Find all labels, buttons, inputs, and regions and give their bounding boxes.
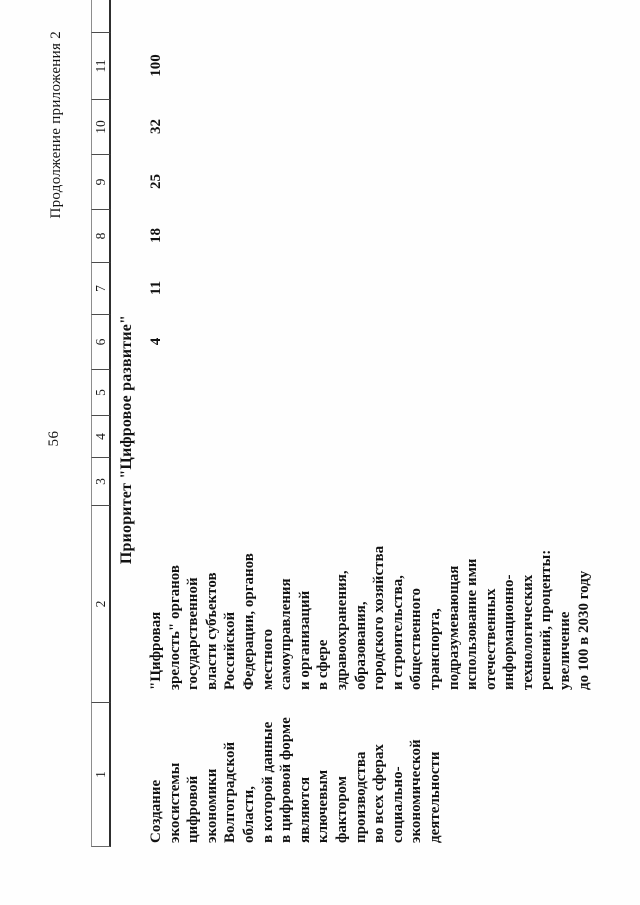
text-line: информационно-	[501, 574, 518, 690]
text-line: области,	[240, 786, 257, 843]
table-body-row: Создание экосистемы цифровой экономики Волго…	[147, 32, 593, 847]
section-title: Приоритет "Цифровое развитие"	[118, 314, 135, 565]
text-line: производства	[352, 751, 369, 843]
text-line: деятельности	[426, 751, 443, 843]
text-line: государственной	[185, 577, 202, 690]
text-line: цифровой	[185, 775, 202, 843]
text-line: до 100 в 2030 году	[575, 570, 592, 690]
cell-value-col-8: 18	[148, 228, 164, 243]
appendix-continuation-header: Продолжение приложения 2	[48, 31, 64, 219]
text-line: Создание	[148, 779, 164, 843]
column-header-cell-5: 5	[91, 369, 111, 415]
text-line: экономики	[203, 768, 220, 843]
text-line: технологических	[519, 574, 536, 690]
column-header-cell-9: 9	[91, 154, 111, 209]
column-header-cell-3: 3	[91, 457, 111, 505]
text-line: использование ими	[464, 558, 481, 690]
header-rule-extension-bottom	[109, 0, 111, 32]
text-line: самоуправления	[278, 578, 295, 690]
header-rule-extension-top	[91, 0, 92, 32]
text-line: городского хозяйства	[371, 545, 388, 690]
text-line: Волгоградской	[222, 741, 239, 843]
text-line: "Цифровая	[148, 611, 164, 690]
text-line: здравоохранения,	[333, 570, 350, 690]
text-line: Федерации, органов	[240, 553, 257, 690]
text-line: Российской	[222, 611, 239, 690]
text-line: экосистемы	[166, 762, 183, 843]
cell-indicator-text: "Цифровая зрелость" органов государственно…	[147, 505, 593, 702]
text-line: решений, проценты:	[538, 549, 555, 690]
text-line: транспорта,	[426, 608, 443, 690]
text-line: и организаций	[296, 590, 313, 690]
column-header-cell-11: 11	[91, 32, 111, 99]
text-line: ключевым	[315, 769, 332, 843]
text-line: во всех сферах	[371, 744, 388, 843]
column-header-cell-1: 1	[91, 702, 111, 847]
text-line: власти субъектов	[203, 572, 220, 690]
text-line: экономической	[408, 739, 425, 843]
text-line: увеличение	[557, 611, 574, 690]
cell-value-col-6: 4	[148, 337, 164, 346]
column-header-cell-7: 7	[91, 262, 111, 314]
cell-goal-text: Создание экосистемы цифровой экономики Волго…	[147, 702, 445, 847]
cell-value-col-9: 25	[148, 174, 164, 189]
text-line: в сфере	[315, 639, 332, 690]
text-line: отечественных	[482, 588, 499, 690]
cell-value-col-11: 100	[148, 54, 164, 77]
cell-value-col-7: 11	[148, 280, 164, 296]
text-line: подразумевающая	[445, 565, 462, 690]
column-header-cell-4: 4	[91, 415, 111, 457]
column-header-cell-6: 6	[91, 314, 111, 369]
text-line: в цифровой форме	[278, 717, 295, 843]
text-line: социально-	[389, 766, 406, 843]
text-line: образования,	[352, 601, 369, 690]
column-header-cell-10: 10	[91, 99, 111, 154]
text-line: фактором	[333, 776, 350, 843]
column-header-cell-2: 2	[91, 505, 111, 702]
text-line: общественного	[408, 587, 425, 690]
text-line: местного	[259, 628, 276, 690]
text-line: и строительства,	[389, 575, 406, 690]
cell-value-col-10: 32	[148, 119, 164, 134]
text-line: являются	[296, 776, 313, 843]
table-column-number-row: 1 2 3 4 5 6 7 8 9 10 11	[91, 32, 111, 847]
text-line: зрелость" органов	[166, 564, 183, 690]
text-line: в которой данные	[259, 721, 276, 843]
column-header-cell-8: 8	[91, 209, 111, 262]
